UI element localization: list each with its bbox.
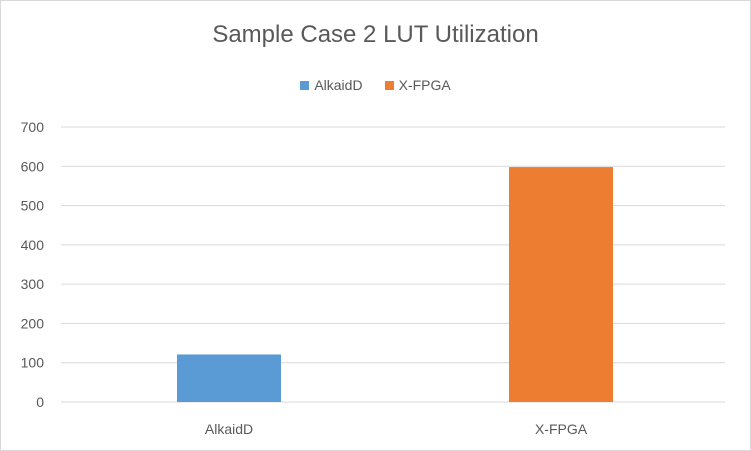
y-tick-label: 700 (21, 119, 45, 135)
y-tick-label: 0 (36, 394, 44, 410)
legend-label: AlkaidD (314, 77, 363, 93)
x-tick-label: X-FPGA (535, 421, 588, 437)
bar-alkaidd (177, 354, 281, 402)
legend-swatch (384, 80, 394, 90)
legend-item-x-fpga: X-FPGA (384, 77, 451, 93)
legend-label: X-FPGA (398, 77, 451, 93)
legend: AlkaidD X-FPGA (1, 77, 750, 93)
y-tick-label: 300 (21, 276, 45, 292)
x-tick-label: AlkaidD (205, 421, 253, 437)
legend-swatch (300, 80, 310, 90)
bar-x-fpga (509, 167, 613, 402)
y-tick-label: 600 (21, 158, 45, 174)
y-tick-label: 100 (21, 355, 45, 371)
y-tick-label: 500 (21, 198, 45, 214)
y-tick-label: 200 (21, 315, 45, 331)
y-tick-label: 400 (21, 237, 45, 253)
legend-item-alkaidd: AlkaidD (300, 77, 363, 93)
chart-title: Sample Case 2 LUT Utilization (212, 21, 539, 48)
